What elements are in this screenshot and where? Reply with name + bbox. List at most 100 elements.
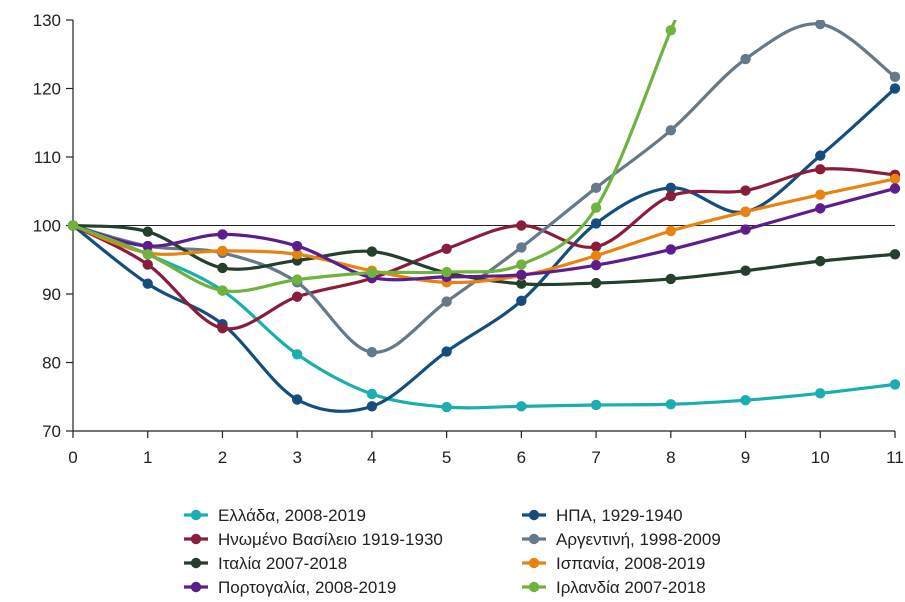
- legend-item: Αργεντινή, 1998-2009: [522, 530, 721, 549]
- data-point: [516, 401, 527, 412]
- data-point: [590, 260, 602, 271]
- y-tick-label: 90: [42, 285, 61, 304]
- y-tick-label: 100: [33, 217, 61, 236]
- y-tick-label: 70: [42, 422, 61, 441]
- data-point: [142, 278, 153, 289]
- data-point: [142, 226, 153, 237]
- data-point: [142, 249, 153, 260]
- data-point: [815, 189, 826, 200]
- data-point: [740, 265, 751, 276]
- y-tick-label: 130: [33, 11, 61, 30]
- data-point: [366, 347, 378, 358]
- series-line: [71, 22, 897, 354]
- legend-item: ΗΠΑ, 1929-1940: [522, 506, 683, 525]
- axes: 70 80 90 100 110 120 130 0 1 2 3 4 5 6 7 8 9 10 11: [33, 11, 904, 467]
- data-point: [217, 323, 228, 334]
- data-point: [516, 220, 527, 231]
- x-tick-label: 4: [367, 448, 376, 467]
- x-tick-label: 10: [811, 448, 830, 467]
- legend: Ελλάδα, 2008-2019 ΗΠΑ, 1929-1940 Ηνωμένο Β…: [184, 506, 721, 597]
- legend-item: Ισπανία, 2008-2019: [522, 554, 705, 573]
- data-point: [516, 269, 527, 281]
- data-point: [889, 83, 901, 94]
- data-point: [665, 225, 677, 237]
- data-point: [441, 296, 452, 307]
- data-point: [815, 388, 826, 399]
- data-point: [67, 220, 79, 231]
- data-point: [740, 53, 751, 65]
- legend-swatch-marker: [190, 557, 202, 569]
- legend-label: Αργεντινή, 1998-2009: [556, 530, 721, 549]
- data-point: [590, 182, 602, 194]
- data-point: [366, 401, 378, 412]
- y-tick-label: 80: [42, 354, 61, 373]
- data-point: [291, 291, 303, 302]
- data-point: [665, 182, 677, 194]
- x-tick-label: 2: [218, 448, 227, 467]
- data-point: [665, 273, 677, 285]
- legend-label: Ελλάδα, 2008-2019: [218, 506, 366, 525]
- series-line: [71, 177, 897, 285]
- data-point: [889, 173, 901, 185]
- series-7: [67, 20, 677, 296]
- legend-swatch-marker: [190, 509, 202, 521]
- data-point: [665, 190, 677, 202]
- data-point: [590, 202, 602, 213]
- data-point: [889, 71, 901, 83]
- data-point: [889, 183, 901, 194]
- data-point: [441, 401, 452, 413]
- y-tick-label: 110: [34, 148, 61, 167]
- series-line: [71, 86, 897, 413]
- data-point: [665, 125, 677, 136]
- legend-label: Ηνωμένο Βασίλειο 1919-1930: [218, 530, 443, 549]
- legend-item: Πορτογαλία, 2008-2019: [184, 578, 396, 597]
- x-tick-label: 0: [68, 448, 77, 467]
- legend-item: Ιταλία 2007-2018: [184, 554, 347, 573]
- data-point: [740, 224, 751, 235]
- legend-item: Ιρλανδία 2007-2018: [522, 578, 706, 597]
- data-point: [142, 240, 153, 252]
- series-layer: [67, 20, 901, 413]
- legend-swatch-marker: [528, 557, 540, 569]
- x-tick-label: 7: [591, 448, 600, 467]
- data-point: [516, 278, 527, 289]
- legend-label: Ιταλία 2007-2018: [218, 554, 347, 573]
- data-point: [366, 388, 378, 400]
- data-point: [665, 244, 677, 255]
- x-tick-label: 5: [442, 448, 451, 467]
- x-tick-label: 11: [886, 448, 904, 467]
- legend-swatch-marker: [528, 533, 540, 545]
- data-point: [142, 259, 153, 270]
- legend-swatch-marker: [190, 581, 202, 593]
- legend-swatch-marker: [528, 509, 540, 521]
- data-point: [590, 399, 602, 411]
- data-point: [217, 285, 228, 296]
- data-point: [516, 242, 527, 253]
- data-point: [665, 25, 677, 36]
- data-point: [217, 229, 228, 240]
- x-tick-label: 8: [666, 448, 675, 467]
- legend-swatch-marker: [528, 581, 540, 593]
- data-point: [516, 295, 527, 307]
- data-point: [889, 249, 901, 260]
- legend-label: Ιρλανδία 2007-2018: [556, 578, 706, 597]
- data-point: [217, 262, 228, 274]
- data-point: [590, 277, 602, 289]
- data-point: [590, 241, 602, 252]
- data-point: [815, 20, 826, 30]
- y-tick-label: 120: [33, 80, 61, 99]
- legend-label: ΗΠΑ, 1929-1940: [556, 506, 683, 525]
- x-tick-label: 9: [741, 448, 750, 467]
- legend-swatch-marker: [190, 533, 202, 545]
- data-point: [291, 274, 303, 285]
- data-point: [516, 259, 527, 270]
- data-point: [366, 267, 378, 278]
- data-point: [740, 206, 751, 217]
- series-line: [71, 223, 897, 287]
- legend-item: Ελλάδα, 2008-2019: [184, 506, 366, 525]
- data-point: [441, 346, 452, 357]
- data-point: [291, 249, 303, 260]
- data-point: [665, 399, 677, 410]
- data-point: [291, 394, 303, 405]
